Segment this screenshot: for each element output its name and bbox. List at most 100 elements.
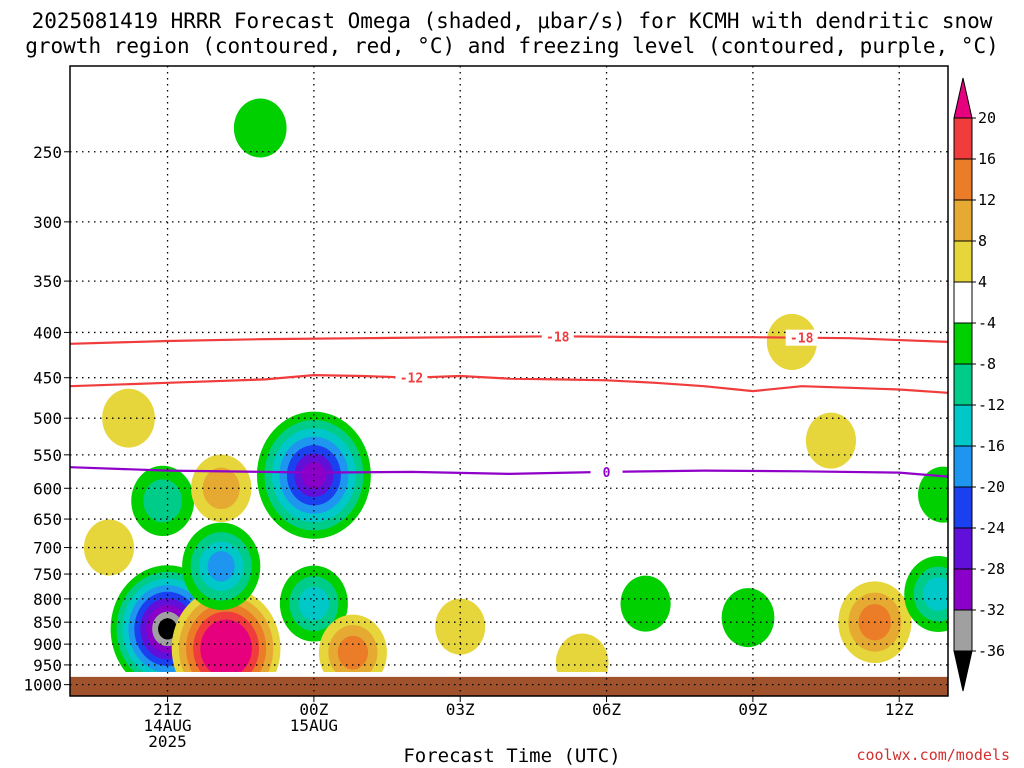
- omega-feature-18: [918, 466, 948, 523]
- colorbar-segment-12: [953, 158, 973, 201]
- omega-feature-16: [620, 575, 671, 632]
- omega-feature-3: [279, 565, 348, 642]
- colorbar-label--36: -36: [978, 642, 1005, 660]
- x-tick-label-12Z: 12Z: [885, 700, 914, 719]
- x-tick-label-03Z: 03Z: [446, 700, 475, 719]
- ground-below-surface: [70, 676, 948, 696]
- colorbar-label--8: -8: [978, 355, 996, 373]
- omega-level-1: [143, 479, 183, 523]
- colorbar-top-arrow: [953, 77, 973, 119]
- omega-feature-5: [102, 388, 155, 448]
- y-tick-label-900: 900: [33, 635, 62, 654]
- colorbar-label-12: 12: [978, 191, 996, 209]
- colorbar-label--28: -28: [978, 560, 1005, 578]
- omega-feature-14: [435, 598, 486, 655]
- y-tick-label-250: 250: [33, 143, 62, 162]
- omega-feature-4: [233, 98, 287, 158]
- colorbar-label-8: 8: [978, 232, 987, 250]
- x-tick-label-06Z: 06Z: [592, 700, 621, 719]
- contour-label-0: 0: [603, 466, 611, 481]
- omega-level-2: [337, 635, 369, 670]
- contour-0: [70, 466, 948, 478]
- omega-level-0: [721, 588, 775, 648]
- omega-feature-17: [904, 556, 948, 633]
- omega-level-3: [207, 551, 235, 582]
- omega-level-8: [158, 618, 178, 640]
- x-tick-label-21Z: 21Z: [153, 700, 182, 719]
- y-tick-label-300: 300: [33, 213, 62, 232]
- colorbar-segment--36: [953, 609, 973, 652]
- y-tick-label-450: 450: [33, 369, 62, 388]
- y-tick-label-700: 700: [33, 539, 62, 558]
- omega-level-0: [83, 519, 135, 576]
- y-tick-label-600: 600: [33, 479, 62, 498]
- colorbar-label--16: -16: [978, 437, 1005, 455]
- colorbar-segment--28: [953, 527, 973, 570]
- y-tick-label-400: 400: [33, 323, 62, 342]
- colorbar-segment--8: [953, 322, 973, 365]
- contour-label-bg: [785, 329, 818, 346]
- colorbar-segment--12: [953, 363, 973, 406]
- omega-feature-7: [131, 465, 195, 537]
- y-tick-label-550: 550: [33, 446, 62, 465]
- omega-feature-6: [83, 519, 135, 576]
- colorbar-label-20: 20: [978, 109, 996, 127]
- omega-feature-1: [171, 587, 281, 672]
- colorbar-segment-4: [953, 240, 973, 283]
- colorbar-label--32: -32: [978, 601, 1005, 619]
- omega-level-2: [923, 577, 948, 611]
- omega-level-2: [298, 586, 329, 621]
- y-tick-label-650: 650: [33, 510, 62, 529]
- colorbar-label--20: -20: [978, 478, 1005, 496]
- colorbar-segment--20: [953, 445, 973, 488]
- y-tick-label-1000: 1000: [23, 676, 62, 695]
- omega-feature-9: [182, 522, 261, 610]
- x-tick-label-2025: 2025: [148, 732, 187, 751]
- colorbar-label--12: -12: [978, 396, 1005, 414]
- omega-level-0: [435, 598, 486, 655]
- colorbar-segment--32: [953, 568, 973, 611]
- omega-level-0: [102, 388, 155, 448]
- omega-level-0: [805, 412, 857, 469]
- source-credit: coolwx.com/models: [856, 746, 1010, 764]
- colorbar-segment--4: [953, 281, 973, 324]
- colorbar-label-4: 4: [978, 273, 987, 291]
- colorbar-segment--16: [953, 404, 973, 447]
- omega-feature-19: [555, 633, 609, 672]
- colorbar-bottom-arrow: [953, 650, 973, 692]
- y-tick-label-350: 350: [33, 272, 62, 291]
- omega-feature-15: [721, 588, 775, 648]
- chart-title-line-1: 2025081419 HRRR Forecast Omega (shaded, …: [31, 9, 993, 33]
- x-axis-title: Forecast Time (UTC): [403, 745, 621, 767]
- plot-frame: [69, 65, 949, 697]
- contour-label-bg: [395, 369, 428, 386]
- y-tick-label-500: 500: [33, 409, 62, 428]
- omega-level-0: [620, 575, 671, 632]
- colorbar-legend: -36 -32 -28 -24 -20 -16 -12 -8 -4 4 8 12 16 20: [953, 77, 1005, 692]
- contour--12: [70, 373, 948, 394]
- omega-shading: [83, 98, 948, 672]
- y-tick-label-800: 800: [33, 590, 62, 609]
- temperature-contours: -18 -18 -12 0: [70, 328, 948, 481]
- y-tick-label-750: 750: [33, 565, 62, 584]
- omega-level-0: [233, 98, 287, 158]
- contour-label--18: -18: [790, 332, 814, 347]
- omega-feature-10: [318, 614, 387, 672]
- x-tick-label-15AUG: 15AUG: [290, 716, 338, 735]
- colorbar-label--4: -4: [978, 314, 996, 332]
- contour-label--18: -18: [546, 330, 570, 345]
- contour-label-bg: [541, 328, 574, 345]
- contour-label-bg: [590, 463, 623, 480]
- colorbar-label--24: -24: [978, 519, 1005, 537]
- contour-label--12: -12: [400, 372, 423, 387]
- y-tick-label-950: 950: [33, 656, 62, 675]
- omega-level-0: [918, 466, 948, 523]
- colorbar-segment-8: [953, 199, 973, 242]
- colorbar-segment--24: [953, 486, 973, 529]
- omega-level-4: [200, 619, 252, 672]
- colorbar-label-16: 16: [978, 150, 996, 168]
- chart-title-line-2: growth region (contoured, red, °C) and f…: [25, 34, 999, 58]
- x-tick-label-14AUG: 14AUG: [143, 716, 191, 735]
